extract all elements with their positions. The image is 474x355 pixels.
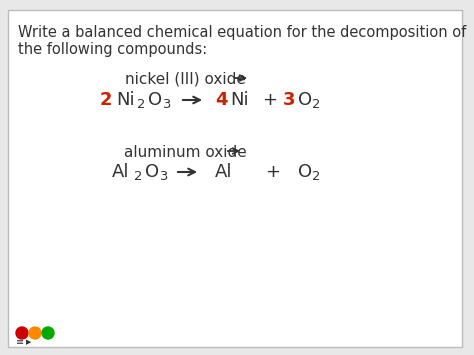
Text: O: O xyxy=(298,91,312,109)
Text: Al: Al xyxy=(215,163,233,181)
Circle shape xyxy=(16,327,28,339)
Text: ≡: ≡ xyxy=(16,337,24,347)
Text: nickel (III) oxide: nickel (III) oxide xyxy=(125,72,246,87)
Text: Ni: Ni xyxy=(230,91,249,109)
Text: Write a balanced chemical equation for the decomposition of: Write a balanced chemical equation for t… xyxy=(18,25,466,40)
Text: 3: 3 xyxy=(159,170,167,184)
FancyBboxPatch shape xyxy=(8,10,462,347)
Text: Al: Al xyxy=(112,163,129,181)
Text: the following compounds:: the following compounds: xyxy=(18,42,207,57)
Text: Ni: Ni xyxy=(116,91,135,109)
Text: 2: 2 xyxy=(134,170,142,184)
Text: 2: 2 xyxy=(312,170,320,184)
Text: O: O xyxy=(148,91,162,109)
Text: 2: 2 xyxy=(100,91,112,109)
Circle shape xyxy=(29,327,41,339)
Text: 2: 2 xyxy=(137,98,145,111)
Text: +: + xyxy=(265,163,280,181)
Text: aluminum oxide: aluminum oxide xyxy=(124,145,246,160)
Text: 3: 3 xyxy=(162,98,170,111)
Text: O: O xyxy=(145,163,159,181)
Text: +: + xyxy=(262,91,277,109)
Text: O: O xyxy=(298,163,312,181)
Circle shape xyxy=(42,327,54,339)
Text: 4: 4 xyxy=(215,91,228,109)
Text: 2: 2 xyxy=(312,98,320,111)
Text: 3: 3 xyxy=(283,91,295,109)
Text: ▶: ▶ xyxy=(26,339,31,345)
